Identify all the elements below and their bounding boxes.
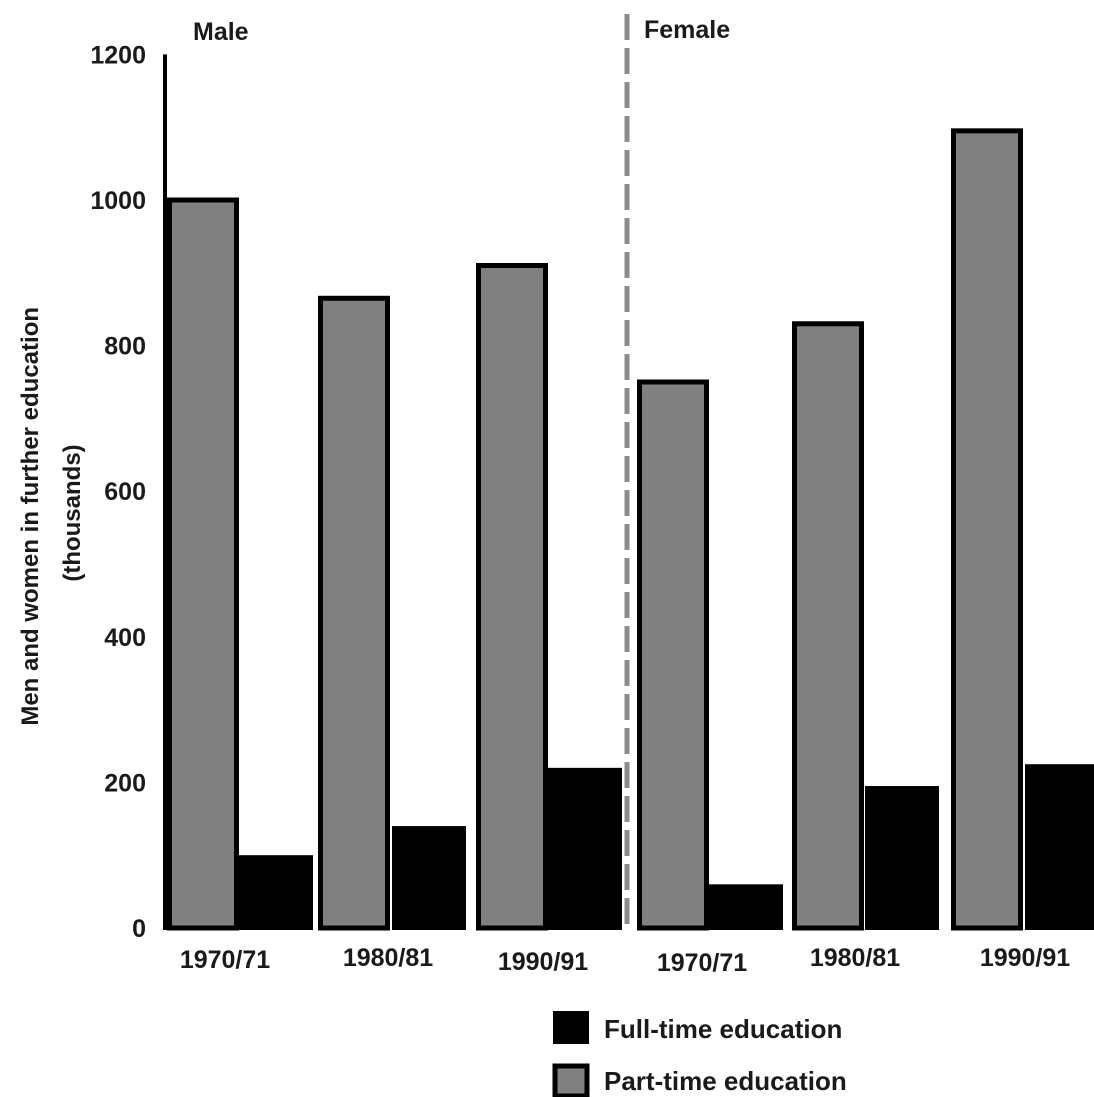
legend-item-full-time: Full-time education — [553, 1011, 842, 1044]
bar-full-time — [865, 786, 939, 930]
x-tick-label: 1980/81 — [343, 944, 433, 972]
x-tick-label: 1970/71 — [180, 946, 270, 974]
legend-swatch-full-time — [553, 1011, 589, 1044]
bar-part-time — [167, 197, 239, 931]
x-tick-labels: 1970/71 1980/81 1990/91 1970/71 1980/81 1990/… — [180, 944, 1070, 977]
y-tick-label: 200 — [104, 769, 146, 797]
group-label-female: Female — [644, 16, 730, 44]
bar-part-time — [476, 263, 548, 931]
bars — [167, 128, 1094, 931]
legend-swatch-part-time — [552, 1063, 590, 1097]
bar-full-time — [709, 884, 783, 930]
bar-part-time — [637, 379, 709, 931]
bar-full-time — [392, 826, 466, 930]
legend-label-part-time: Part-time education — [604, 1066, 847, 1096]
y-tick-label: 800 — [104, 333, 146, 361]
legend-item-part-time: Part-time education — [552, 1063, 847, 1097]
y-tick-label: 0 — [132, 915, 146, 943]
group-label-male: Male — [193, 18, 249, 46]
bar-part-time — [792, 321, 864, 931]
y-tick-label: 400 — [104, 624, 146, 652]
y-tick-label: 1200 — [90, 41, 146, 69]
x-tick-label: 1970/71 — [657, 949, 747, 977]
y-axis-label-line-1: Men and women in further education — [17, 307, 44, 726]
y-tick-label: 600 — [104, 478, 146, 506]
x-tick-label: 1990/91 — [980, 944, 1070, 972]
x-tick-label: 1980/81 — [810, 944, 900, 972]
bar-full-time — [548, 767, 622, 930]
bar-full-time — [1025, 764, 1094, 930]
y-axis: 0 200 400 600 800 1000 1200 — [90, 41, 167, 943]
y-axis-label-line-2: (thousands) — [59, 444, 86, 581]
legend: Full-time education Part-time education — [552, 1011, 847, 1097]
bar-part-time — [951, 128, 1023, 931]
legend-label-full-time: Full-time education — [604, 1014, 842, 1044]
bar-full-time — [239, 855, 313, 930]
y-axis-label: Men and women in further education (thou… — [17, 300, 86, 725]
x-tick-label: 1990/91 — [498, 948, 588, 976]
bar-part-time — [318, 295, 390, 931]
y-tick-label: 1000 — [90, 187, 146, 215]
